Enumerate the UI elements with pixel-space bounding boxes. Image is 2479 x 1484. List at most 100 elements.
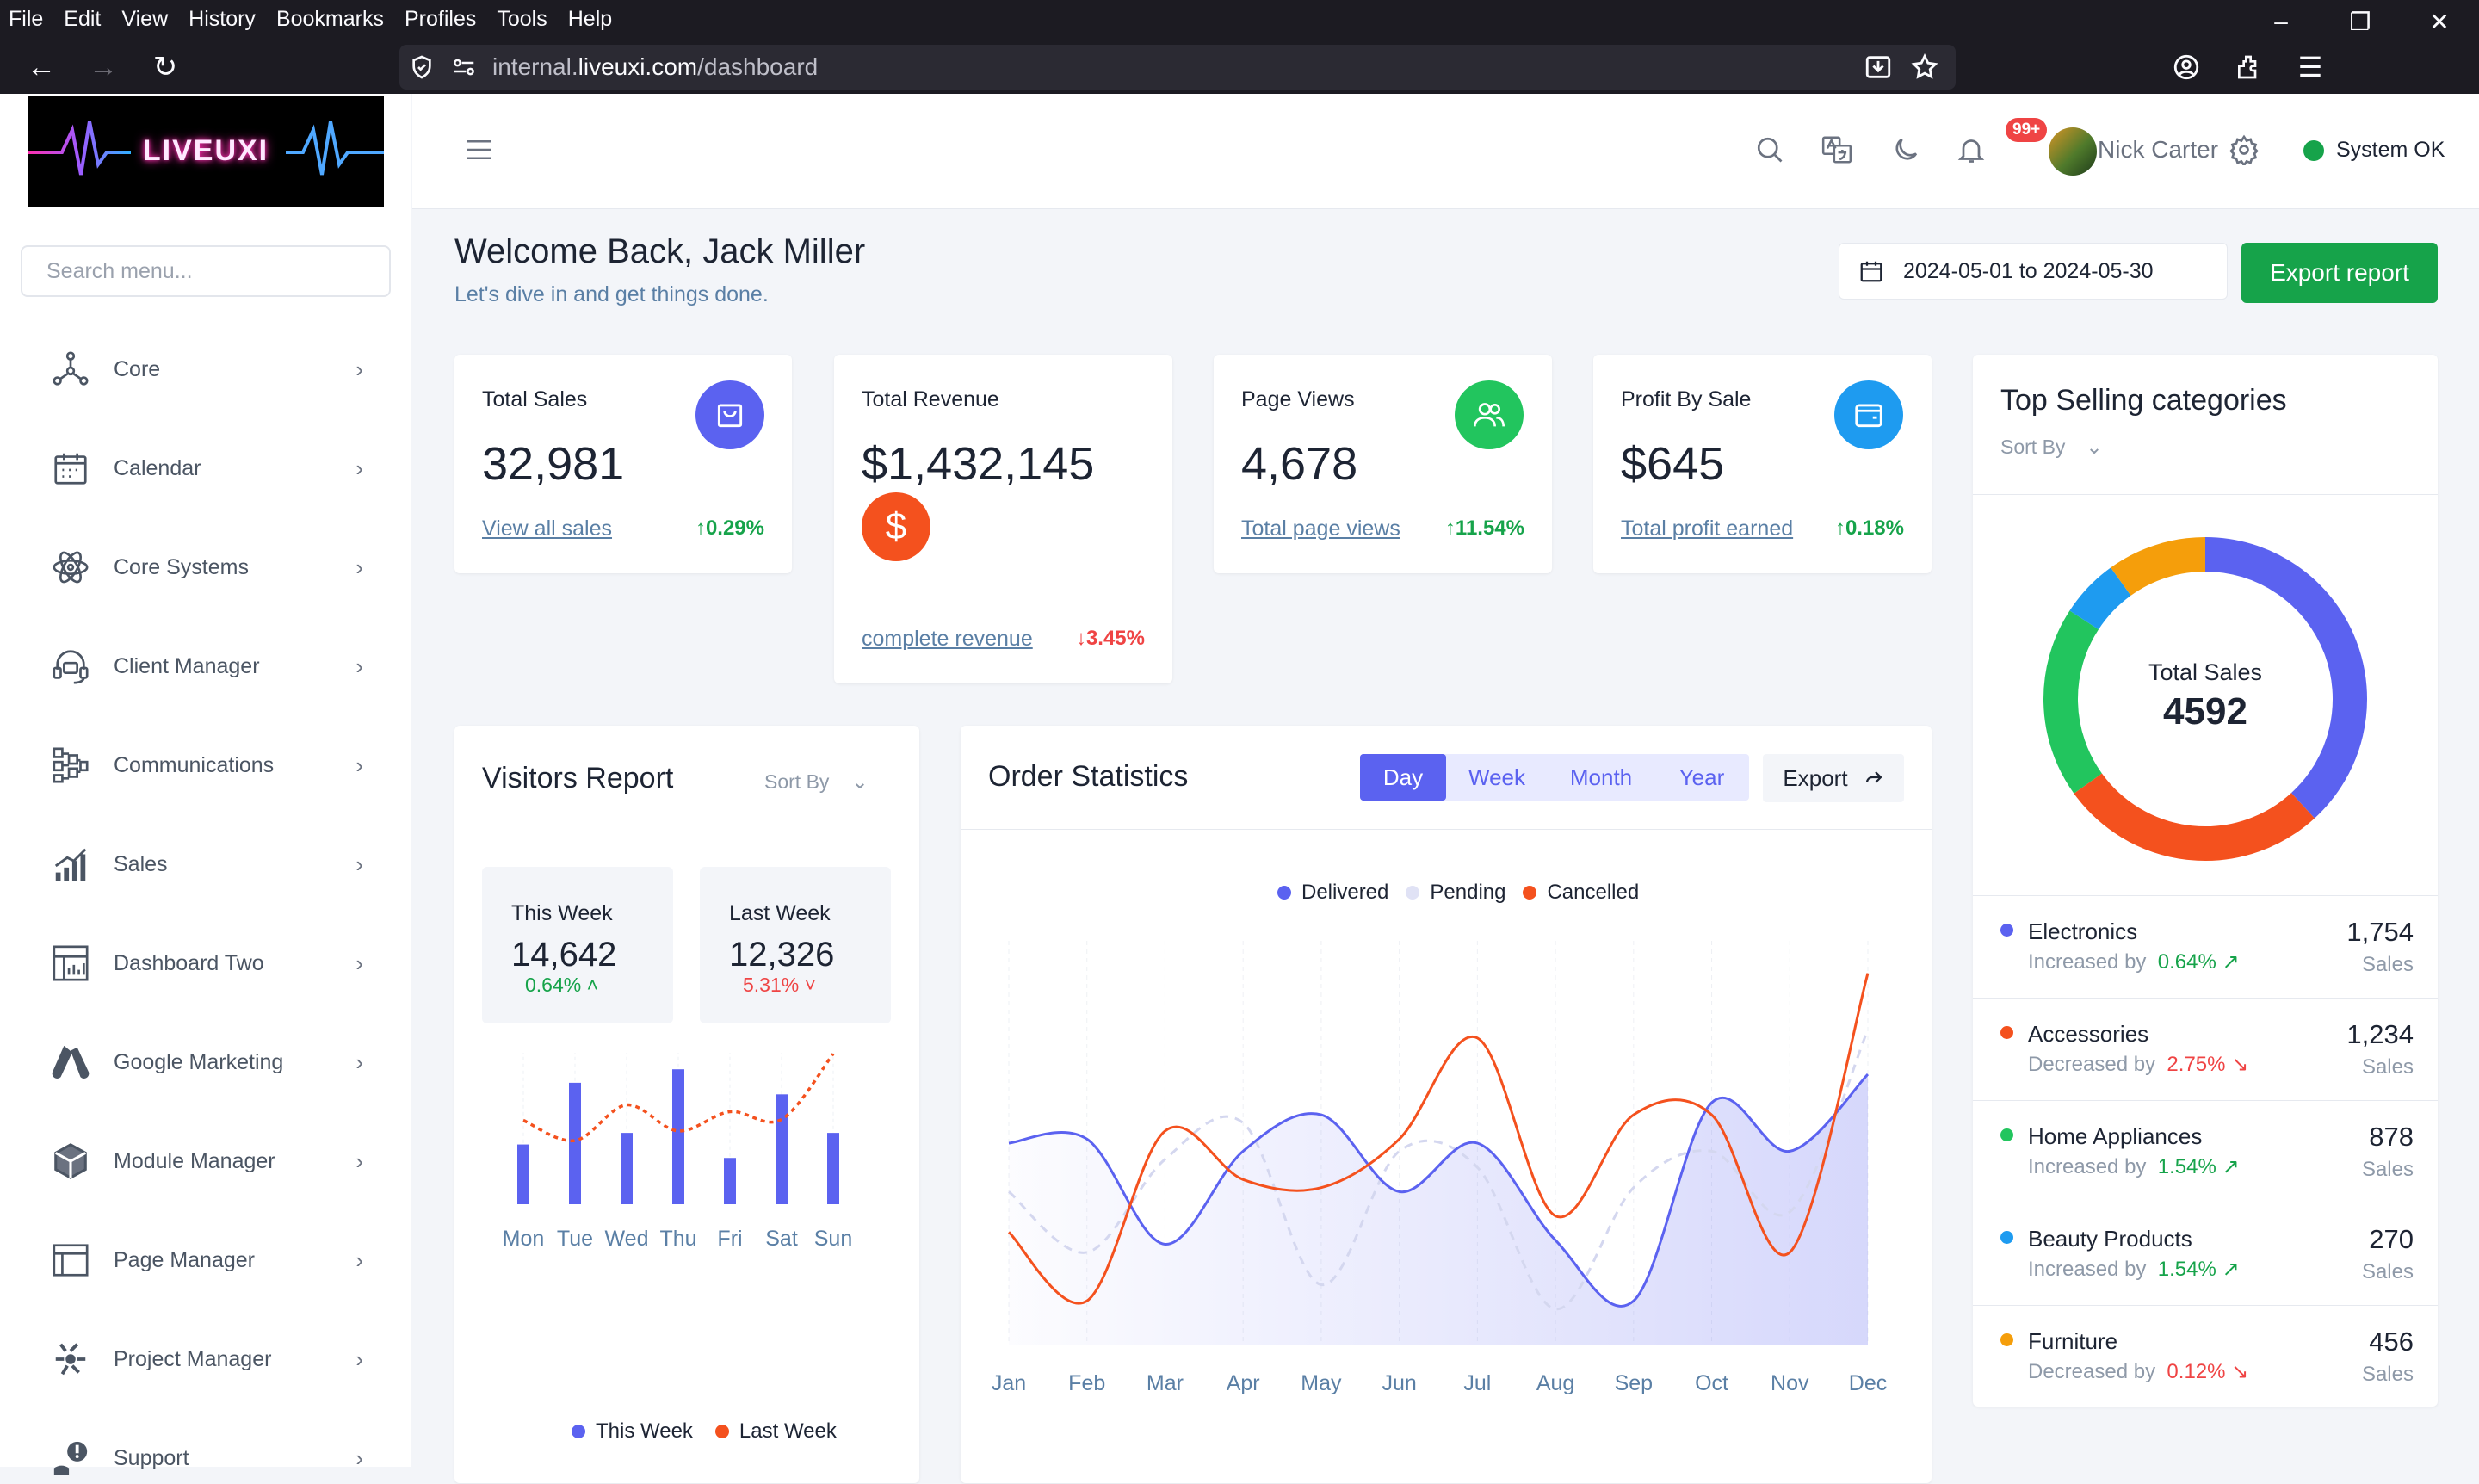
tab-month[interactable]: Month (1569, 764, 1633, 790)
legend-dot-icon (714, 1425, 729, 1438)
tab-year[interactable]: Year (1678, 764, 1725, 790)
export-button[interactable]: Export (1763, 754, 1904, 802)
category-value: 1,754 (2346, 917, 2414, 947)
category-unit: Sales (2361, 1260, 2414, 1283)
back-icon[interactable]: ← (27, 50, 56, 83)
sidebar-item-google-marketing[interactable]: Google Marketing › (45, 1036, 363, 1088)
address-bar[interactable]: internal.liveuxi.com/dashboard (399, 45, 1956, 90)
download-icon[interactable] (1859, 48, 1897, 86)
date-range-picker[interactable]: 2024-05-01 to 2024-05-30 (1839, 243, 2228, 300)
hamburger-menu-icon[interactable] (457, 128, 500, 171)
notification-bell-icon[interactable] (1950, 128, 1993, 171)
user-name[interactable]: Nick Carter (2098, 136, 2219, 163)
kpi-link[interactable]: complete revenue (862, 627, 1033, 651)
sort-by-dropdown[interactable]: Sort By ⌄ (2000, 436, 2103, 458)
url-text[interactable]: internal.liveuxi.com/dashboard (492, 53, 819, 80)
sidebar-item-project-manager[interactable]: Project Manager › (45, 1333, 363, 1385)
x-tick-label: Mar (1147, 1371, 1184, 1395)
sidebar-item-module-manager[interactable]: Module Manager › (45, 1135, 363, 1187)
menu-history[interactable]: History (189, 6, 256, 31)
x-tick-label: Thu (659, 1227, 696, 1251)
kpi-title: Total Sales (482, 387, 588, 411)
dark-mode-icon[interactable] (1884, 128, 1927, 171)
kpi-title: Total Revenue (862, 387, 999, 411)
restore-icon[interactable]: ❐ (2349, 8, 2371, 35)
category-trend: Decreased by 2.75% ↘ (2028, 1053, 2249, 1076)
reload-icon[interactable]: ↻ (152, 51, 178, 83)
shield-icon[interactable] (408, 53, 436, 81)
calendar-icon (45, 442, 96, 494)
translate-icon[interactable] (1815, 128, 1858, 171)
sort-by-dropdown[interactable]: Sort By ⌄ (764, 770, 869, 793)
browser-chrome: File Edit View History Bookmarks Profile… (0, 0, 2479, 94)
wallet-icon (1834, 380, 1903, 449)
sidebar-item-communications[interactable]: Communications › (45, 739, 363, 791)
sidebar-item-sales[interactable]: Sales › (45, 838, 363, 890)
chevron-right-icon: › (355, 751, 363, 778)
tab-day[interactable]: Day (1360, 754, 1446, 801)
sidebar-item-label: Page Manager (114, 1247, 256, 1272)
chevron-right-icon: › (355, 1444, 363, 1471)
menu-help[interactable]: Help (567, 6, 613, 31)
sidebar-item-label: Dashboard Two (114, 950, 264, 975)
chevron-down-icon: ⌄ (851, 770, 869, 793)
settings-gear-icon[interactable] (2222, 128, 2266, 171)
sidebar-item-client-manager[interactable]: Client Manager › (45, 640, 363, 692)
x-tick-label: Jun (1382, 1371, 1416, 1395)
menu-edit[interactable]: Edit (64, 6, 102, 31)
kpi-link[interactable]: View all sales (482, 516, 613, 541)
close-icon[interactable]: ✕ (2429, 8, 2450, 35)
network-icon (45, 739, 96, 791)
minimize-icon[interactable]: – (2274, 8, 2288, 34)
sidebar-item-page-manager[interactable]: Page Manager › (45, 1234, 363, 1286)
avatar[interactable] (2049, 127, 2097, 176)
extensions-icon[interactable] (2229, 48, 2267, 86)
x-tick-label: Jul (1463, 1371, 1491, 1395)
page-subtitle: Let's dive in and get things done. (454, 282, 769, 306)
kpi-link[interactable]: Total page views (1241, 516, 1400, 541)
bar-this-week (724, 1158, 736, 1204)
app-menu-icon[interactable]: ☰ (2297, 52, 2323, 83)
menu-file[interactable]: File (9, 6, 44, 31)
order-line-chart: Jan Feb Mar Apr May Jun Jul Aug Sep Oct Nov Dec (992, 941, 1887, 1395)
chevron-right-icon: › (355, 1246, 363, 1273)
bookmark-star-icon[interactable] (1906, 48, 1944, 86)
sidebar-item-dashboard-two[interactable]: Dashboard Two › (45, 937, 363, 989)
tab-week[interactable]: Week (1468, 764, 1525, 790)
logo-text: LIVEUXI (142, 134, 269, 167)
legend-pending: Pending (1430, 881, 1506, 904)
chevron-right-icon: › (355, 850, 363, 877)
sidebar-item-label: Communications (114, 752, 275, 777)
x-tick-label: May (1301, 1371, 1342, 1395)
x-tick-label: Apr (1227, 1371, 1260, 1395)
bar-this-week (672, 1069, 684, 1204)
sidebar-item-calendar[interactable]: Calendar › (45, 442, 363, 494)
menu-tools[interactable]: Tools (497, 6, 547, 31)
category-unit: Sales (2361, 953, 2414, 976)
account-icon[interactable] (2167, 48, 2205, 86)
this-week-stat: This Week 14,642 0.64% ˄ (482, 867, 673, 1023)
logo[interactable]: LIVEUXI (28, 96, 384, 207)
legend-dot-icon (1406, 886, 1420, 900)
search-menu-input[interactable]: Search menu... (21, 245, 391, 297)
menu-bookmarks[interactable]: Bookmarks (275, 6, 384, 31)
category-name: Beauty Products (2028, 1226, 2192, 1252)
permissions-icon[interactable] (451, 54, 477, 80)
sidebar-item-core-systems[interactable]: Core Systems › (45, 541, 363, 593)
kpi-link[interactable]: Total profit earned (1621, 516, 1794, 541)
chevron-right-icon: › (355, 949, 363, 976)
sidebar-item-support[interactable]: Support › (45, 1432, 363, 1484)
stat-label: This Week (511, 901, 613, 925)
menu-profiles[interactable]: Profiles (404, 6, 477, 31)
order-legend: Delivered Pending Cancelled (1277, 881, 1639, 905)
bar-this-week (776, 1094, 788, 1204)
browser-menubar: File Edit View History Bookmarks Profile… (0, 0, 633, 38)
search-icon[interactable] (1748, 128, 1791, 171)
stat-change: 5.31% ˅ (743, 974, 817, 996)
section-title: Visitors Report (482, 762, 674, 795)
export-report-button[interactable]: Export report (2241, 243, 2438, 303)
forward-icon[interactable]: → (89, 50, 118, 83)
sidebar-item-core[interactable]: Core › (45, 343, 363, 395)
category-unit: Sales (2361, 1158, 2414, 1181)
menu-view[interactable]: View (121, 6, 169, 31)
